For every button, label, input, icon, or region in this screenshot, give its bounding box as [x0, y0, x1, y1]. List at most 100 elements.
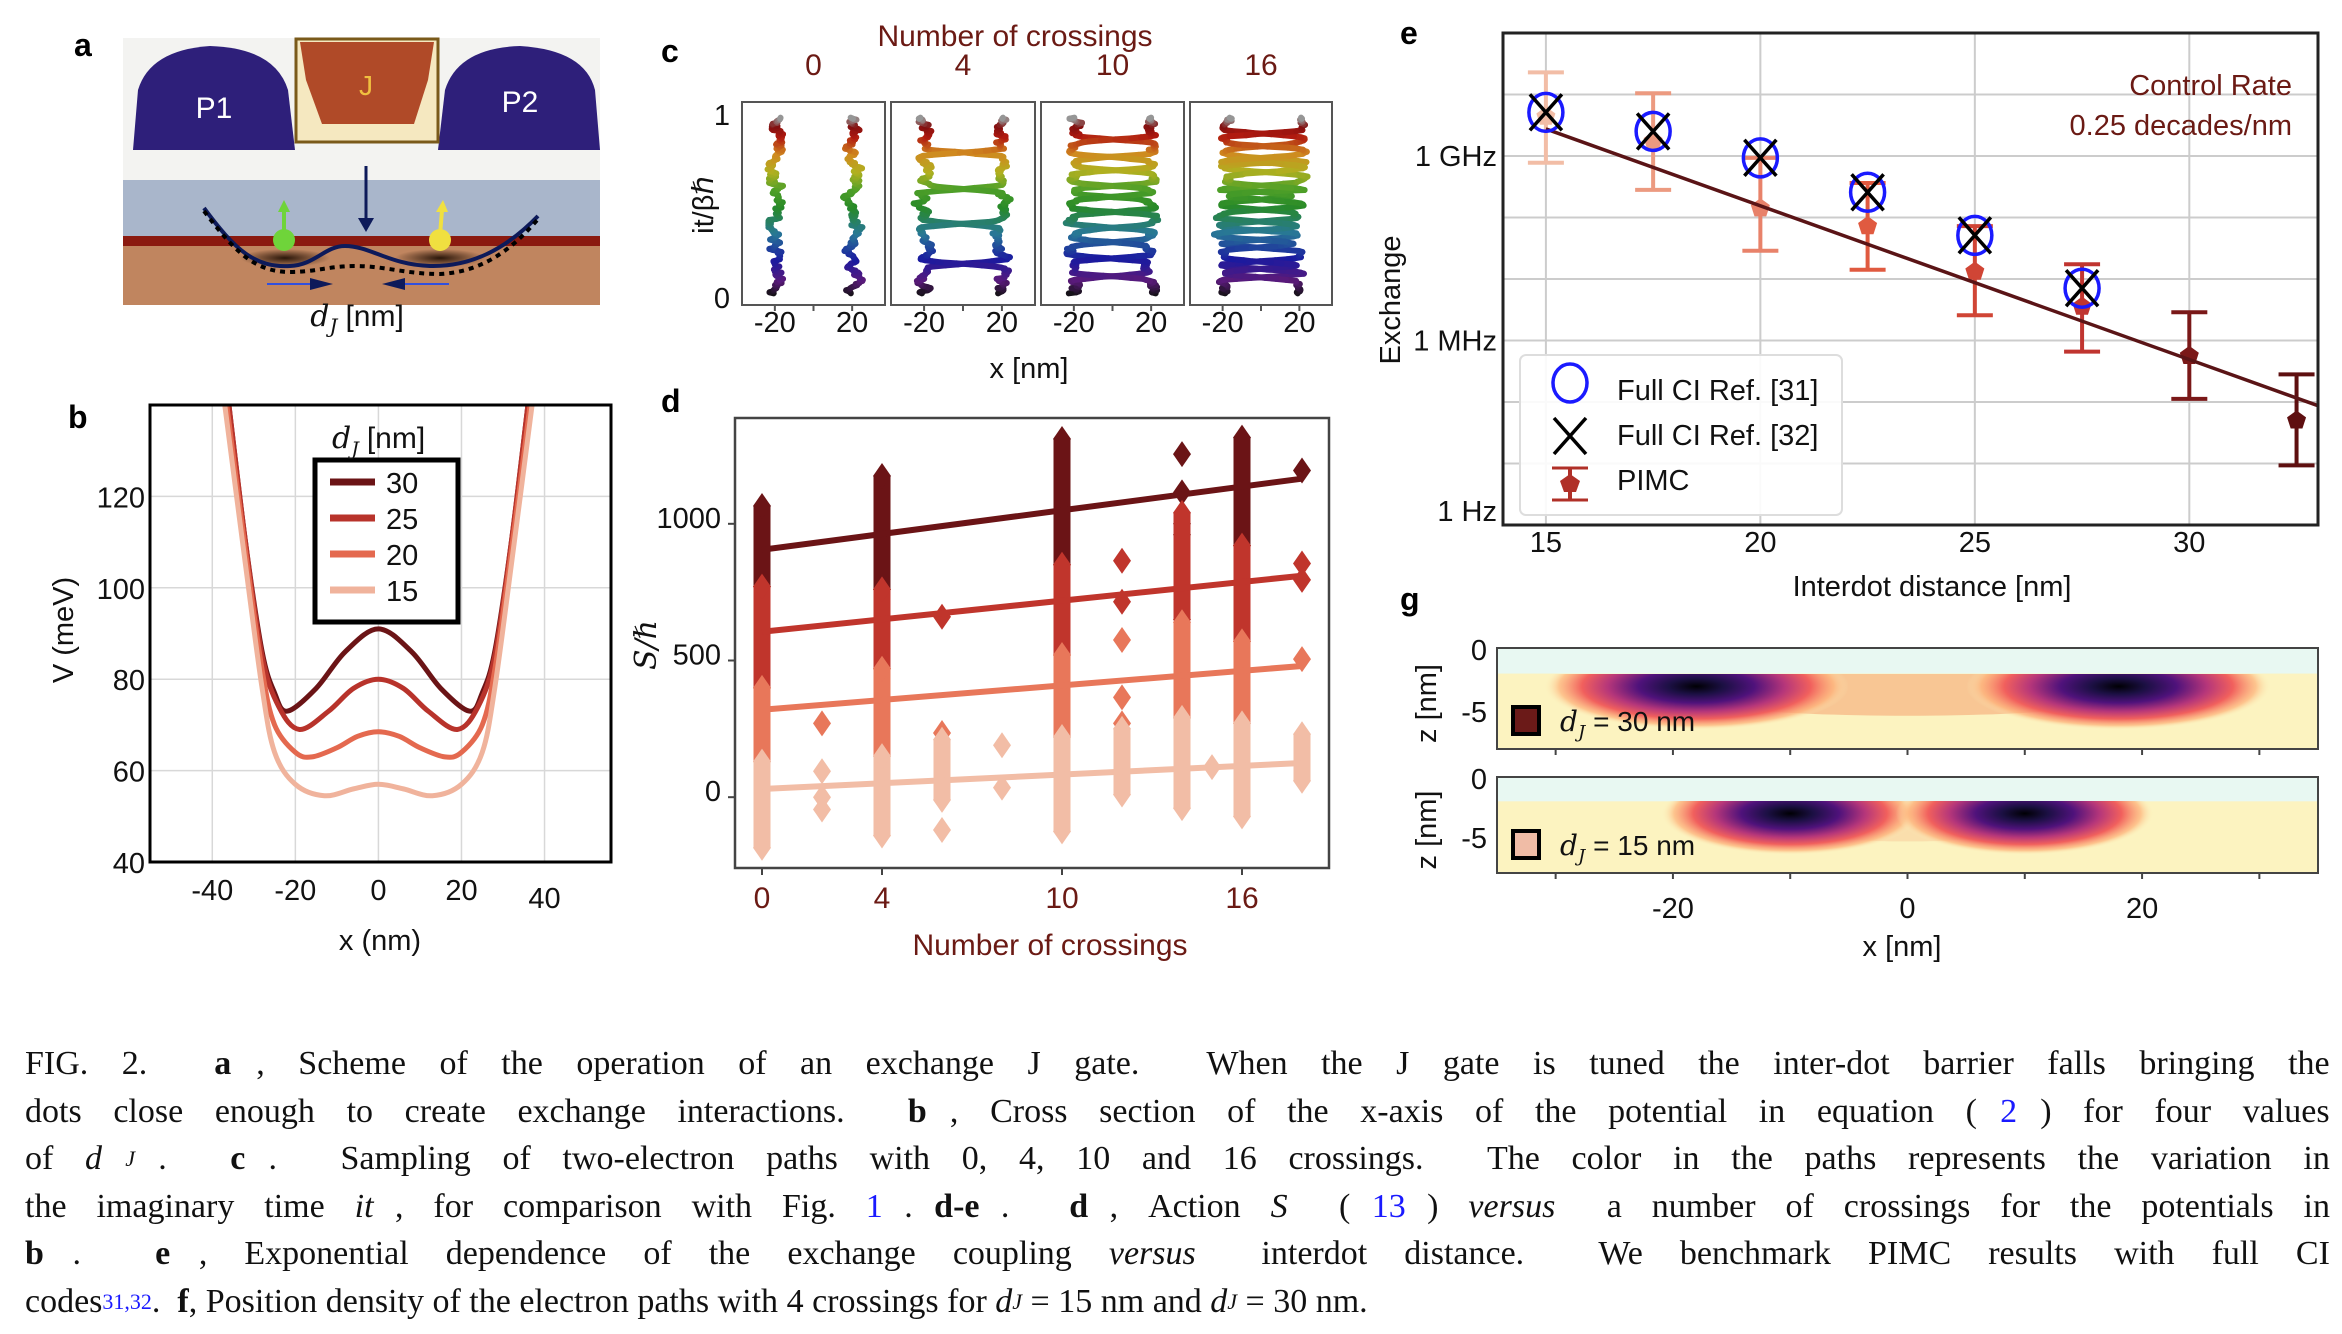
caption-text: ) [1427, 1187, 1447, 1225]
oxide-layer [123, 180, 600, 236]
substrate-layer [123, 246, 600, 305]
caption-text: is [1533, 1045, 1565, 1082]
caption-text [118, 1230, 127, 1278]
caption-text: four [2154, 1092, 2220, 1130]
caption-text: 2. [121, 1045, 156, 1082]
panel-e-exchange-chart: 15 20 25 30 1 Hz 1 MHz 1 GHz Control Rate 0.25 d… [1375, 31, 2320, 603]
scatter-point [1233, 803, 1251, 830]
caption-text: We [1598, 1235, 1652, 1272]
legend-label: Full CI Ref. [32] [1617, 420, 1818, 452]
plot-frame [733, 416, 1331, 870]
legend-x-icon [1552, 416, 1588, 456]
caption-text: 4 [786, 1282, 813, 1320]
subplot-title: 0 [805, 49, 822, 82]
caption-text: time [264, 1187, 334, 1225]
caption-text [1039, 1183, 1048, 1231]
legend-swatch [1511, 705, 1541, 736]
caption-text [169, 1278, 178, 1326]
caption-reference-link[interactable]: 2 [2000, 1092, 2018, 1130]
caption-text: b [907, 1092, 927, 1130]
caption-text: of [738, 1045, 776, 1082]
scatter-point [1233, 424, 1251, 451]
spin-arrow-right-head [436, 200, 448, 212]
scatter-point [753, 834, 771, 861]
legend-circle-icon [1551, 362, 1589, 404]
scatter-point [933, 816, 951, 843]
caption-text: potentials [2141, 1187, 2283, 1225]
legend-box [312, 457, 461, 625]
full-ci-31-marker [1634, 110, 1672, 153]
scatter-point [753, 674, 771, 701]
caption-text: d [1069, 1187, 1089, 1225]
fit-line-25 [761, 572, 1303, 635]
caption-text: The [1486, 1140, 1549, 1177]
x-tick-label: -20 [754, 307, 796, 339]
path-segment [847, 114, 856, 122]
path-segment [1066, 114, 1078, 122]
caption-text: the [469, 1282, 520, 1320]
fit-line-30 [761, 475, 1303, 553]
device-scheme: P1 J P2 dJ [nm] [123, 37, 600, 338]
x-tick-label: -40 [191, 875, 233, 907]
caption-text: falls [2047, 1045, 2115, 1082]
caption-text: of [643, 1235, 681, 1272]
plot-frame [148, 403, 613, 864]
caption-text: paths [637, 1282, 718, 1320]
caption-text: a [214, 1045, 232, 1082]
path-segment [1146, 114, 1155, 122]
x-tick-label: 30 [2173, 527, 2205, 559]
caption-text: with [717, 1282, 787, 1320]
caption-text: of [439, 1045, 477, 1082]
caption-text: the [25, 1187, 76, 1225]
path-segment [1298, 114, 1305, 122]
caption-text: When [1206, 1045, 1297, 1082]
caption-text: in [2303, 1140, 2330, 1177]
caption-text: exchange [517, 1092, 655, 1130]
legend-title: dJ [nm] [332, 421, 425, 460]
y-tick-label: 100 [97, 574, 145, 606]
legend-title-sub: J [347, 438, 360, 460]
figure-caption: FIG. 2. a, Scheme of the operation of an… [25, 1040, 2330, 1325]
caption-text [1455, 1135, 1464, 1183]
caption-text: . [151, 1282, 169, 1320]
caption-text: barrier [1923, 1045, 2023, 1082]
caption-text: , [198, 1235, 216, 1272]
scatter-point [933, 786, 951, 813]
scatter-point [813, 758, 831, 785]
y-tick-label: 60 [113, 757, 145, 789]
subplot-frame [741, 101, 886, 306]
caption-text: values [2242, 1092, 2330, 1130]
caption-text: in [2303, 1187, 2330, 1225]
caption-text: coupling [952, 1235, 1081, 1272]
caption-text: interactions. [677, 1092, 854, 1130]
caption-text: crossings [1843, 1187, 1979, 1225]
caption-reference-link[interactable]: 31,32 [102, 1288, 152, 1314]
dimension-sub: J [325, 314, 338, 338]
caption-text: the [2077, 1140, 2128, 1177]
caption-text: the [1731, 1140, 1782, 1177]
scatter-point [1233, 710, 1251, 737]
j-gate [300, 42, 434, 124]
caption-text [1577, 1183, 1586, 1231]
caption-text: of [1227, 1092, 1264, 1130]
caption-text: density [325, 1282, 433, 1320]
caption-text: with [691, 1187, 761, 1225]
caption-reference-link[interactable]: 1 [865, 1187, 883, 1225]
caption-text: number [1651, 1187, 1765, 1225]
caption-text: of [502, 1140, 540, 1177]
caption-text: , [1109, 1187, 1127, 1225]
scatter-point [1293, 566, 1311, 593]
caption-text: Fig. [781, 1187, 845, 1225]
path-segment [1235, 141, 1260, 149]
caption-text: codes [25, 1282, 103, 1320]
caption-text: create [404, 1092, 495, 1130]
legend-label: dJ = 30 nm [1560, 705, 1695, 743]
control-rate-label: Control Rate [2129, 70, 2292, 102]
caption-text: dots [25, 1092, 91, 1130]
caption-text: nm [1100, 1282, 1153, 1320]
x-tick-label: 0 [1899, 893, 1915, 925]
x-axis-label: x [nm] [990, 353, 1069, 385]
caption-reference-link[interactable]: 13 [1371, 1187, 1406, 1225]
x-tick-label: 0 [370, 875, 386, 907]
scatter-point [1293, 550, 1311, 577]
